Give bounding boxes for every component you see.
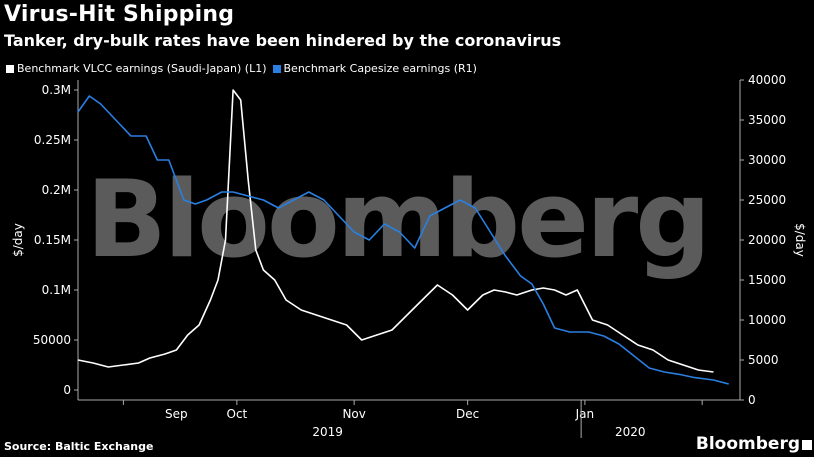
right-tick-label: 30000	[748, 153, 786, 167]
chart-subtitle: Tanker, dry-bulk rates have been hindere…	[4, 31, 562, 50]
series-line-vlcc	[77, 89, 714, 373]
right-axis-title: $/day	[793, 223, 807, 257]
x-tick-label: Nov	[342, 407, 365, 421]
right-tick-label: 0	[748, 393, 756, 407]
right-tick-label: 35000	[748, 113, 786, 127]
legend-swatch-capesize	[272, 64, 281, 73]
right-tick-label: 40000	[748, 73, 786, 87]
legend-label-vlcc: Benchmark VLCC earnings (Saudi-Japan) (L…	[17, 62, 267, 75]
left-tick-label: 0.15M	[34, 233, 71, 247]
axes-group: 0 50000 0.1M 0.15M 0.2M 0.25M 0.3M 0 5000 10000 15…	[11, 73, 807, 439]
legend-item-vlcc: Benchmark VLCC earnings (Saudi-Japan) (L…	[6, 62, 267, 75]
left-tick-label: 50000	[33, 333, 71, 347]
left-tick-label: 0.25M	[34, 133, 71, 147]
left-axis-title: $/day	[11, 223, 25, 257]
year-label: 2019	[312, 425, 343, 439]
x-tick-label: Jan	[575, 407, 595, 421]
legend-swatch-vlcc	[6, 64, 14, 73]
legend: Benchmark VLCC earnings (Saudi-Japan) (L…	[6, 62, 477, 75]
x-tick-label: Dec	[456, 407, 479, 421]
chart-title: Virus-Hit Shipping	[4, 2, 235, 27]
year-label: 2020	[615, 425, 646, 439]
source-note: Source: Baltic Exchange	[4, 440, 154, 453]
left-tick-label: 0.3M	[42, 83, 71, 97]
legend-item-capesize: Benchmark Capesize earnings (R1)	[272, 62, 477, 75]
right-tick-label: 5000	[748, 353, 779, 367]
series-line-capesize	[77, 95, 729, 385]
series-group	[77, 89, 729, 385]
right-tick-label: 25000	[748, 193, 786, 207]
x-tick-label: Oct	[227, 407, 248, 421]
left-tick-label: 0	[63, 383, 71, 397]
right-tick-label: 10000	[748, 313, 786, 327]
left-tick-label: 0.1M	[42, 283, 71, 297]
right-tick-label: 15000	[748, 273, 786, 287]
left-tick-label: 0.2M	[42, 183, 71, 197]
brand-mark-icon	[802, 440, 812, 450]
brand-logo-text: Bloomberg	[695, 434, 800, 454]
watermark: Bloomberg	[86, 158, 708, 281]
right-tick-label: 20000	[748, 233, 786, 247]
legend-label-capesize: Benchmark Capesize earnings (R1)	[283, 62, 477, 75]
x-tick-label: Sep	[165, 407, 188, 421]
